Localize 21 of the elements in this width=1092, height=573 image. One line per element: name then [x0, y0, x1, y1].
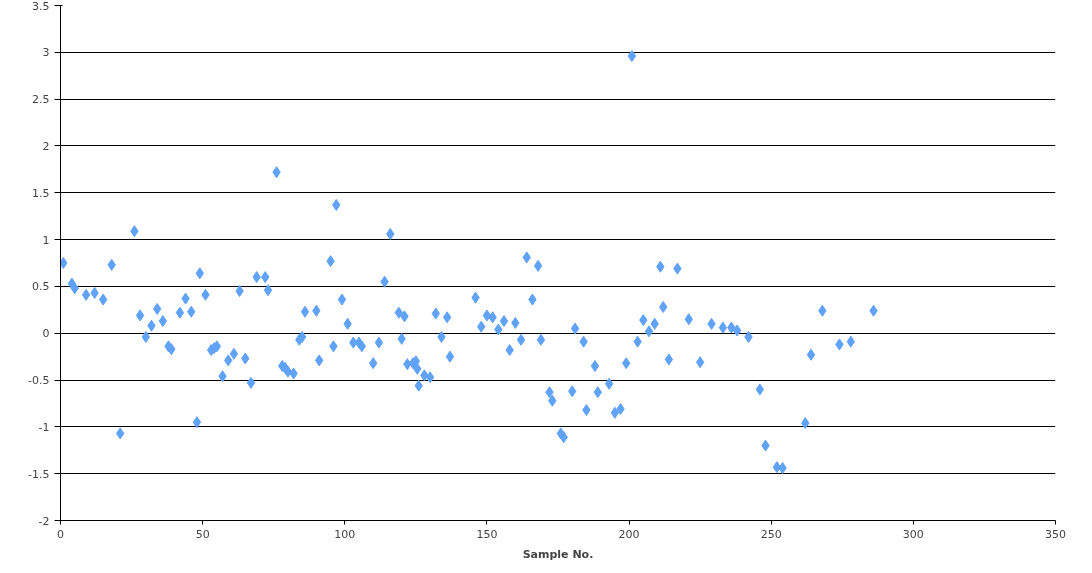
x-tick-label: 100: [334, 527, 356, 541]
y-tick-label: 2.5: [32, 93, 50, 107]
x-tick-label: 150: [476, 527, 498, 541]
y-tick-label: 0.5: [32, 280, 50, 294]
y-tick-label: 3: [42, 46, 50, 60]
y-tick-label: 2: [42, 139, 50, 153]
y-tick-label: 3.5: [32, 0, 50, 13]
y-tick-label: 0: [42, 327, 50, 341]
y-tick-label: 1.5: [32, 186, 50, 200]
x-tick-label: 200: [618, 527, 640, 541]
x-tick-label: 50: [195, 527, 210, 541]
x-tick-label: 350: [1045, 527, 1066, 541]
y-tick-label: -0.5: [28, 374, 50, 388]
x-tick-label: 300: [902, 527, 924, 541]
y-tick-label: 1: [42, 233, 50, 247]
x-axis-title: Sample No.: [522, 547, 594, 561]
y-tick-label: -1: [38, 420, 50, 434]
x-tick-label: 250: [760, 527, 782, 541]
y-tick-label: -1.5: [28, 467, 50, 481]
x-tick-label: 0: [57, 527, 64, 541]
y-tick-label: -2: [38, 514, 50, 528]
